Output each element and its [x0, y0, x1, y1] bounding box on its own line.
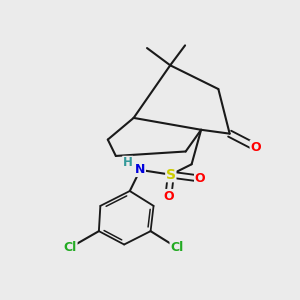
Text: O: O [250, 140, 261, 154]
Text: O: O [195, 172, 205, 185]
Text: Cl: Cl [170, 241, 183, 254]
Text: O: O [163, 190, 174, 202]
Text: Cl: Cl [64, 241, 77, 254]
Text: H: H [123, 156, 133, 169]
Text: N: N [135, 164, 146, 176]
Text: S: S [166, 168, 176, 182]
